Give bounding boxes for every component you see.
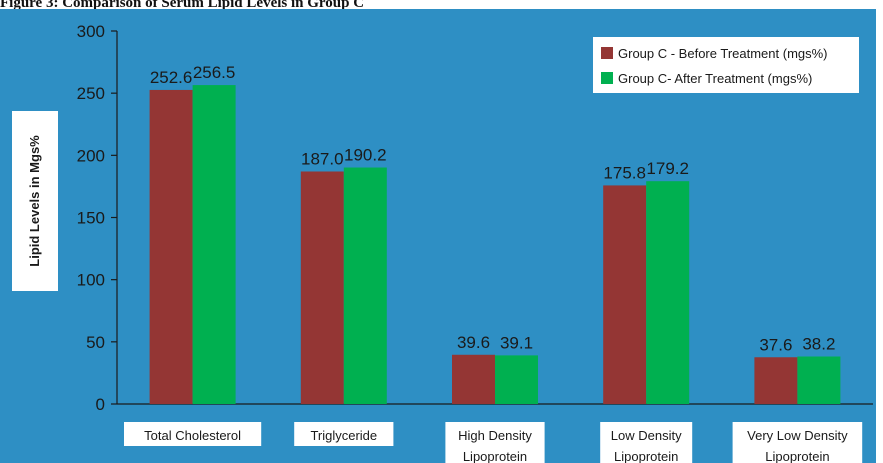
- bar-after-treatment: [343, 167, 387, 404]
- x-tick-label: Lipoprotein: [765, 449, 829, 463]
- bar-after-treatment: [797, 356, 841, 404]
- bar-after-treatment: [646, 181, 690, 404]
- figure-heading: Figure 3: Comparison of Serum Lipid Leve…: [0, 0, 365, 9]
- legend-box: [593, 37, 859, 93]
- x-tick-label-box: [294, 422, 394, 446]
- x-tick-label: Total Cholesterol: [144, 428, 241, 443]
- bar-before-treatment: [603, 185, 647, 404]
- x-tick-label: Lipoprotein: [614, 449, 678, 463]
- x-tick-label: High Density: [458, 428, 532, 443]
- legend-swatch-before: [601, 47, 613, 59]
- bar-chart: 0 50 100 150 200 250 300 Lipid Levels in Mgs% 25…: [12, 22, 873, 463]
- y-tick-label: 300: [77, 22, 105, 41]
- data-label: 179.2: [646, 159, 689, 178]
- x-tick-label: Very Low Density: [747, 428, 848, 443]
- data-label: 187.0: [301, 149, 344, 168]
- x-tick-label-box: [445, 422, 545, 463]
- x-tick-label: Lipoprotein: [463, 449, 527, 463]
- legend-label: Group C- After Treatment (mgs%): [618, 71, 812, 86]
- bar-before-treatment: [452, 354, 495, 404]
- bar-before-treatment: [300, 171, 344, 404]
- y-tick-label: 250: [77, 84, 105, 103]
- y-axis-label: Lipid Levels in Mgs%: [27, 135, 42, 267]
- data-label: 38.2: [802, 335, 835, 354]
- data-label: 39.6: [457, 333, 490, 352]
- bar-after-treatment: [495, 355, 538, 404]
- x-tick-label-box: [124, 422, 262, 446]
- data-label: 256.5: [193, 63, 236, 82]
- bar-before-treatment: [754, 357, 798, 404]
- y-tick-label: 50: [86, 333, 105, 352]
- data-label: 175.8: [603, 163, 646, 182]
- bar-before-treatment: [149, 89, 193, 405]
- bar-after-treatment: [192, 85, 236, 405]
- y-tick-label: 100: [77, 271, 105, 290]
- chart-area: 0 50 100 150 200 250 300 Lipid Levels in Mgs% 25…: [0, 9, 876, 463]
- data-label: 39.1: [500, 333, 533, 352]
- y-tick-label: 0: [96, 395, 105, 414]
- legend-label: Group C - Before Treatment (mgs%): [618, 46, 828, 61]
- x-tick-label-box: [732, 422, 863, 463]
- y-axis-label-box: [12, 111, 58, 291]
- y-tick-label: 200: [77, 146, 105, 165]
- x-tick-label-box: [600, 422, 693, 463]
- x-tick-label: Low Density: [611, 428, 682, 443]
- y-tick-label: 150: [77, 209, 105, 228]
- data-label: 190.2: [344, 146, 387, 165]
- data-label: 37.6: [759, 335, 792, 354]
- legend-swatch-after: [601, 72, 613, 84]
- x-tick-label: Triglyceride: [310, 428, 377, 443]
- data-label: 252.6: [150, 68, 193, 87]
